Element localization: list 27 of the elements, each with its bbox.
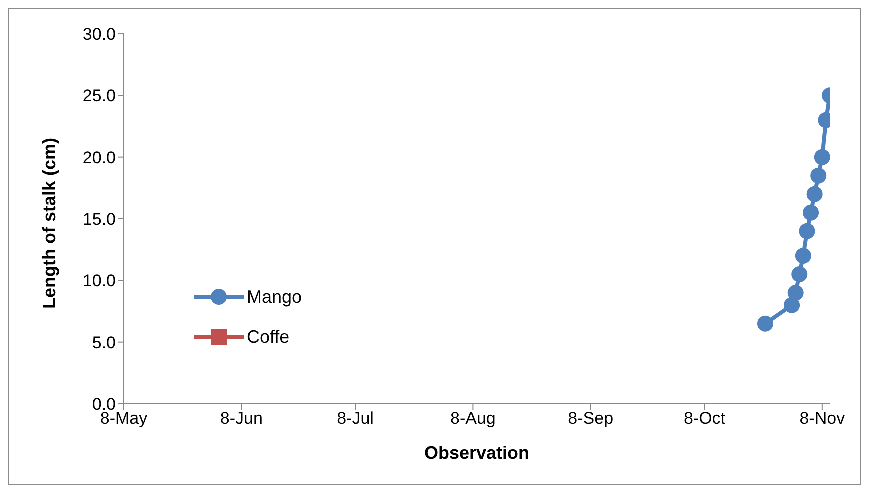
x-tick-label: 8-May xyxy=(100,409,148,428)
point xyxy=(806,186,823,202)
y-tick-label: 25.0 xyxy=(82,86,116,106)
y-tick-label: 30.0 xyxy=(82,25,116,44)
legend-label: Coffe xyxy=(247,326,290,348)
point xyxy=(757,316,774,332)
y-axis-title: Length of stalk (cm) xyxy=(39,138,60,309)
point xyxy=(810,168,827,184)
point xyxy=(795,248,812,264)
point xyxy=(784,297,800,314)
x-axis-title: Observation xyxy=(424,443,530,463)
x-tick-label: 8-Sep xyxy=(568,409,614,428)
y-tick-label: 10.0 xyxy=(82,272,116,291)
x-tick-label: 8-Jul xyxy=(337,409,374,428)
y-tick-label: 20.0 xyxy=(82,148,116,168)
point xyxy=(788,285,804,301)
point xyxy=(814,149,830,166)
point xyxy=(799,223,816,240)
x-tick-label: 8-Nov xyxy=(800,409,846,428)
y-tick-label: 15.0 xyxy=(82,210,116,230)
x-tick-label: 8-Jun xyxy=(220,409,263,428)
x-tick-label: 8-Aug xyxy=(450,409,496,428)
legend-label: Mango xyxy=(247,286,302,308)
point xyxy=(792,266,808,282)
x-tick-label: 8-Oct xyxy=(684,409,726,428)
point xyxy=(803,204,820,221)
y-tick-label: 5.0 xyxy=(92,333,116,352)
